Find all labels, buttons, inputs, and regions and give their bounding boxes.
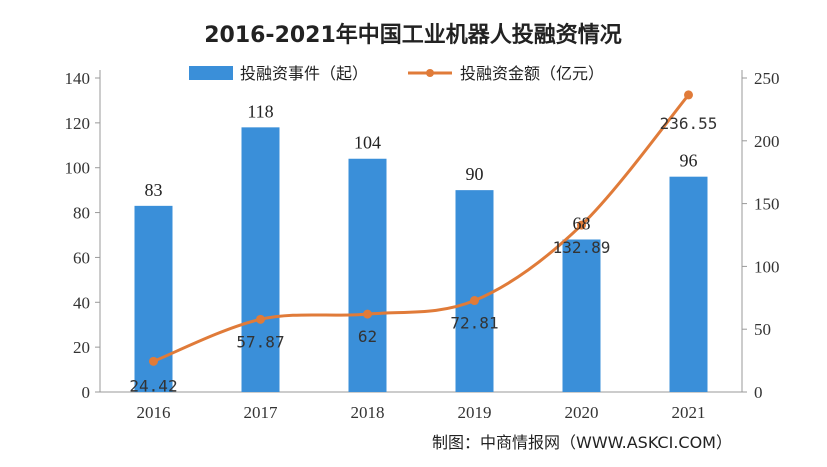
line-series xyxy=(149,90,693,366)
bar-value-label: 104 xyxy=(354,133,381,153)
right-tick-label: 50 xyxy=(754,320,771,339)
x-tick-label: 2016 xyxy=(137,403,171,422)
right-tick-label: 0 xyxy=(754,383,763,402)
line-point xyxy=(363,309,372,319)
bars xyxy=(134,127,708,392)
bar-value-label: 90 xyxy=(466,164,484,184)
line-point xyxy=(256,314,265,324)
x-tick-label: 2018 xyxy=(351,403,385,422)
bar xyxy=(562,239,601,392)
bar xyxy=(455,190,494,392)
line-value-label: 24.42 xyxy=(129,376,177,395)
line-value-label: 236.55 xyxy=(660,114,718,133)
legend-line-label: 投融资金额（亿元） xyxy=(460,64,604,83)
right-tick-label: 100 xyxy=(754,257,780,276)
line-point xyxy=(577,220,586,230)
bar-value-label: 83 xyxy=(145,180,163,200)
x-tick-label: 2020 xyxy=(565,403,599,422)
left-tick-label: 60 xyxy=(73,248,90,267)
x-tick-label: 2019 xyxy=(458,403,492,422)
right-tick-label: 200 xyxy=(754,132,780,151)
legend: 投融资事件（起） 投融资金额（亿元） xyxy=(189,64,604,83)
bar-value-label: 118 xyxy=(247,101,273,121)
source-note: 制图：中商情报网（WWW.ASKCI.COM） xyxy=(432,433,732,452)
left-tick-label: 140 xyxy=(65,69,91,88)
legend-bar-swatch xyxy=(189,66,233,80)
left-tick-label: 20 xyxy=(73,338,90,357)
bar-value-label: 68 xyxy=(573,213,591,233)
line-path xyxy=(152,93,690,363)
line-value-label: 62 xyxy=(358,327,377,346)
x-tick-label: 2021 xyxy=(672,403,706,422)
left-tick-label: 80 xyxy=(73,204,90,223)
line-value-label: 72.81 xyxy=(450,314,498,333)
right-tick-label: 150 xyxy=(754,195,780,214)
bar xyxy=(348,158,387,392)
line-value-label: 132.89 xyxy=(553,238,611,257)
legend-bar-label: 投融资事件（起） xyxy=(240,64,368,83)
x-tick-label: 2017 xyxy=(244,403,279,422)
left-tick-label: 0 xyxy=(82,383,91,402)
left-tick-label: 120 xyxy=(65,114,91,133)
right-tick-label: 250 xyxy=(754,69,780,88)
line-point xyxy=(684,90,693,100)
data-labels: 83 118 104 90 68 96 24.42 57.87 62 72.81 132.89 236… xyxy=(129,101,717,395)
bar xyxy=(241,127,280,392)
line-point xyxy=(149,356,158,366)
line-value-label: 57.87 xyxy=(236,332,284,351)
chart-title: 2016-2021年中国工业机器人投融资情况 xyxy=(204,22,622,48)
bar xyxy=(669,176,708,392)
left-tick-label: 100 xyxy=(65,159,91,178)
axes: 0 20 40 60 80 100 120 140 0 50 100 150 200 250 2016 201… xyxy=(65,69,780,422)
line-point xyxy=(470,296,479,306)
legend-line-marker xyxy=(426,69,434,77)
left-tick-label: 40 xyxy=(73,293,90,312)
bar-value-label: 96 xyxy=(680,151,698,171)
